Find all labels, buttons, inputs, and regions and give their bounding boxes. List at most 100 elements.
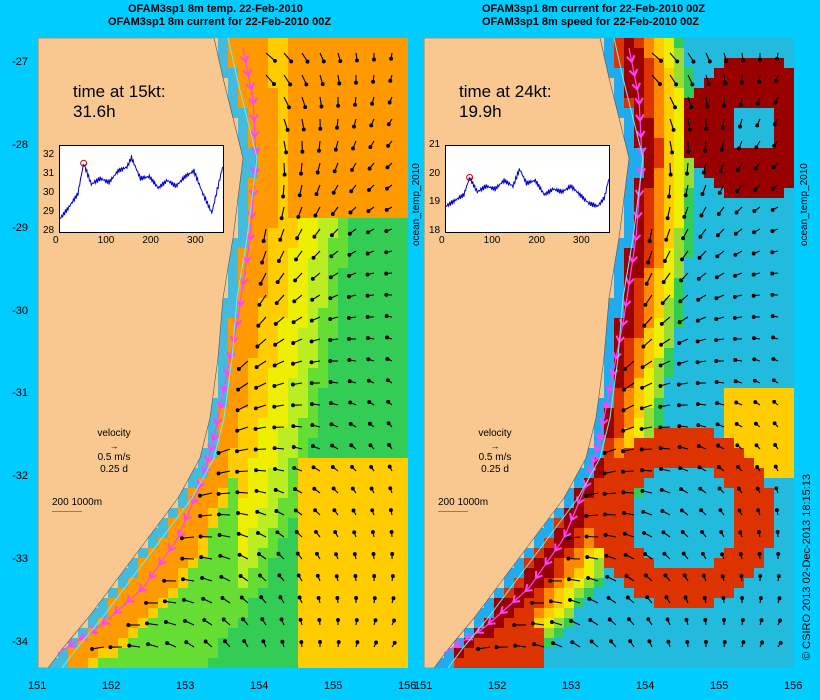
left-vector-head [90,646,95,651]
left-field-cell [288,618,298,628]
right-field-cell [774,188,784,198]
left-field-cell [358,458,368,468]
right-field-cell [674,328,684,338]
right-field-cell [624,568,634,578]
right-field-cell [764,248,774,258]
left-field-cell [368,628,378,638]
left-field-cell [398,408,408,418]
left-field-cell [208,578,218,588]
right-field-cell [744,388,754,398]
right-field-cell [744,468,754,478]
left-field-cell [328,228,338,238]
right-field-cell [674,88,684,98]
right-field-cell [714,338,724,348]
left-field-cell [308,548,318,558]
left-field-cell [168,548,178,558]
left-field-cell [238,78,248,88]
left-field-cell [258,68,268,78]
left-field-cell [198,628,208,638]
left-field-cell [328,418,338,428]
left-field-cell [298,508,308,518]
left-field-cell [308,228,318,238]
right-field-cell [784,378,794,388]
right-field-cell [694,318,704,328]
right-field-cell [754,48,764,58]
right-field-cell [684,408,694,418]
right-field-cell [684,328,694,338]
left-field-cell [218,618,228,628]
left-field-cell [308,118,318,128]
right-field-cell [554,548,564,558]
right-field-cell [674,58,684,68]
left-vector-head [371,79,376,84]
left-field-cell [288,478,298,488]
left-field-cell [368,328,378,338]
left-field-cell [298,468,308,478]
left-field-cell [368,38,378,48]
left-field-cell [308,468,318,478]
right-field-cell [704,528,714,538]
right-field-cell [584,548,594,558]
right-field-cell [714,498,724,508]
left-field-cell [368,88,378,98]
left-field-cell [258,398,268,408]
right-field-cell [664,38,674,48]
right-field-cell [784,88,794,98]
right-field-cell [644,68,654,78]
left-field-cell [348,338,358,348]
right-field-cell [774,228,784,238]
right-field-cell [744,68,754,78]
left-field-cell [348,328,358,338]
left-vector-head [350,464,354,469]
right-field-cell [744,238,754,248]
left-field-cell [278,498,288,508]
left-field-cell [288,608,298,618]
right-field-cell [704,118,714,128]
left-vector-head [199,555,204,560]
left-field-cell [398,598,408,608]
left-field-cell [378,578,388,588]
right-field-cell [624,108,634,118]
right-field-cell [724,428,734,438]
right-field-cell [624,468,634,478]
right-field-cell [654,458,664,468]
right-field-cell [664,508,674,518]
right-field-cell [654,88,664,98]
right-field-cell [714,468,724,478]
right-field-cell [764,348,774,358]
left-vector-head [312,234,317,239]
right-field-cell [664,368,674,378]
left-field-cell [278,468,288,478]
left-field-cell [348,188,358,198]
right-field-cell [774,418,784,428]
left-vector-head [387,100,392,105]
right-field-cell [704,198,714,208]
left-field-cell [348,58,358,68]
left-field-cell [298,578,308,588]
left-vector-arrow [218,448,231,454]
left-field-cell [278,128,288,138]
left-field-cell [318,538,328,548]
left-field-cell [208,628,218,638]
right-field-cell [624,338,634,348]
left-field-cell [258,108,268,118]
left-field-cell [348,478,358,488]
left-vector-head [334,574,339,579]
right-field-cell [704,318,714,328]
left-vector-head [273,321,278,326]
right-field-cell [644,48,654,58]
left-field-cell [358,88,368,98]
right-field-cell [734,168,744,178]
left-field-cell [378,408,388,418]
left-vector-head [181,577,185,582]
right-field-cell [694,118,704,128]
left-field-cell [338,368,348,378]
left-vector-head [374,640,379,645]
right-field-cell [654,248,664,258]
left-field-cell [358,578,368,588]
left-field-cell [338,558,348,568]
right-field-cell [664,408,674,418]
left-field-cell [278,168,288,178]
left-field-cell [328,198,338,208]
right-field-cell [784,58,794,68]
